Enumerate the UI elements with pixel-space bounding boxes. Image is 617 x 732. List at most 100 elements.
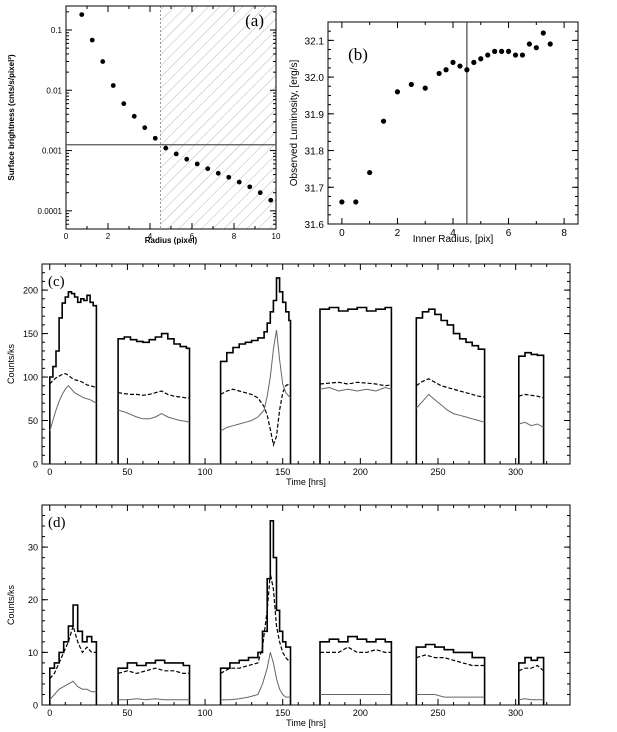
panel-d-thin-series [416, 694, 485, 698]
panel-a-x-tick-label: 0 [64, 232, 69, 241]
panel-a-hatched-region [160, 6, 276, 229]
panel-c-chart: 0 50 100 150 200 250 300 0 50 100 150 200 Time [hrs]… [6, 263, 571, 487]
panel-c-dashed-series [319, 381, 392, 387]
panel-c-x-tick-label: 0 [47, 467, 52, 477]
panel-a-x-tick-label: 6 [190, 232, 195, 241]
panel-c-x-tick-label: 300 [508, 467, 523, 477]
panel-b-y-tick-label: 31.9 [305, 110, 325, 121]
panel-a-point [215, 170, 221, 176]
panel-d-thin-series [49, 680, 97, 701]
panel-d-x-tick-label: 100 [198, 708, 213, 718]
panel-b-point [394, 89, 401, 95]
panel-c-x-tick-label: 150 [275, 467, 290, 477]
panel-c-y-tick-label: 100 [23, 373, 38, 383]
panel-d-dashed-series [320, 646, 392, 653]
panel-b-point [408, 81, 414, 88]
panel-b-label: (b) [348, 45, 368, 64]
panel-a-point [194, 161, 200, 167]
panel-b-point [380, 118, 387, 124]
panel-a-point [236, 179, 242, 185]
panel-c-y-tick-label: 50 [28, 416, 38, 426]
panel-d-total-series [415, 643, 486, 705]
panel-a-label: (a) [245, 11, 264, 30]
panel-d-plot-frame [41, 504, 571, 706]
panel-c-dashed-series [518, 393, 544, 399]
panel-a-y-tick-label: 0.001 [42, 147, 63, 156]
panel-d-chart: 0 50 100 150 200 250 300 0 10 20 30 Time [hrs] Count… [6, 504, 571, 728]
panel-c-dashed-series [118, 390, 190, 399]
panel-b-point [512, 52, 519, 58]
panel-d-x-tick-label: 250 [430, 708, 445, 718]
panel-a-point [163, 145, 169, 151]
panel-c-total-series [219, 277, 292, 464]
panel-a-point [173, 151, 179, 157]
panel-b-point [492, 48, 498, 54]
panel-c-thin-series [415, 393, 485, 423]
panel-c-x-label: Time [hrs] [286, 477, 326, 487]
panel-d-x-label: Time [hrs] [286, 718, 326, 728]
panel-c-y-tick-label: 0 [33, 460, 38, 470]
panel-c-label: (c) [48, 274, 65, 290]
panel-b-y-label: Observed Luminosity, [erg/s] [289, 60, 300, 187]
panel-a-point [247, 184, 253, 190]
panel-a-chart: 0 2 4 6 8 10 0.0001 0.001 0.01 0.1 Radius (pixel) S… [7, 5, 281, 245]
panel-b-x-tick-label: 2 [395, 228, 401, 239]
panel-c-y-tick-label: 200 [23, 286, 38, 296]
panel-a-y-tick-label: 0.1 [51, 26, 63, 35]
panel-b-point [353, 199, 359, 205]
panel-a-point [131, 113, 137, 119]
panel-c-total-series [117, 332, 191, 464]
panel-c-plot-frame [41, 263, 571, 465]
panel-a-point [184, 156, 190, 162]
panel-d-y-tick-label: 30 [28, 543, 38, 553]
panel-d-total-series [518, 656, 545, 705]
panel-a-x-tick-label: 2 [106, 232, 111, 241]
panel-a-x-tick-label: 4 [148, 232, 153, 241]
panel-c-dashed-series [415, 378, 485, 398]
panel-a-y-tick-label: 0.01 [46, 86, 62, 95]
panel-d-total-series [319, 635, 393, 705]
panel-b-x-tick-label: 4 [450, 228, 456, 239]
panel-a-x-label: Radius (pixel) [145, 236, 198, 245]
panel-c-dashed-series [49, 372, 97, 389]
panel-d-thin-series [118, 698, 190, 701]
panel-d-total-series [117, 659, 191, 705]
panel-d-dashed-series [49, 623, 97, 680]
panel-a-point [89, 37, 95, 43]
panel-d-y-label: Counts/ks [6, 584, 16, 625]
panel-c-y-label: Counts/ks [6, 343, 16, 384]
panel-a-point [226, 174, 232, 180]
panel-b-y-tick-label: 32.0 [305, 73, 325, 84]
panel-b-point [450, 59, 456, 65]
panel-b-y-tick-label: 32.1 [305, 36, 325, 47]
panel-b-x-tick-label: 6 [506, 228, 512, 239]
panel-b-point [471, 59, 477, 65]
panel-b-point [547, 41, 553, 47]
panel-c-y-tick-label: 150 [23, 329, 38, 339]
panel-b-point [540, 30, 546, 36]
panel-b-x-tick-label: 8 [561, 228, 567, 239]
panel-d-x-tick-label: 150 [275, 708, 290, 718]
panel-d-thin-series [220, 652, 291, 701]
panel-a-point [79, 12, 85, 18]
panel-d-label: (d) [48, 515, 66, 531]
panel-d-y-tick-label: 20 [28, 595, 38, 605]
panel-c-total-series [518, 351, 545, 464]
panel-b-point [505, 48, 512, 54]
panel-b-point [526, 41, 532, 47]
panel-d-dashed-series [416, 654, 485, 667]
panel-a-point [110, 83, 116, 88]
panel-c-total-series [49, 291, 98, 464]
panel-a-point [152, 135, 158, 141]
panel-d-x-tick-label: 0 [47, 708, 52, 718]
panel-c-dashed-series [220, 383, 291, 448]
panel-d-x-tick-label: 300 [508, 708, 523, 718]
panel-c-thin-series [518, 421, 544, 428]
panel-a-point [121, 101, 127, 107]
panel-a-y-tick-label: 0.0001 [38, 207, 63, 216]
panel-d-dashed-series [117, 667, 190, 675]
panel-a-point [142, 125, 148, 131]
panel-c-x-tick-label: 200 [353, 467, 368, 477]
panel-b-point [367, 169, 373, 176]
panel-c-total-series [319, 306, 393, 464]
